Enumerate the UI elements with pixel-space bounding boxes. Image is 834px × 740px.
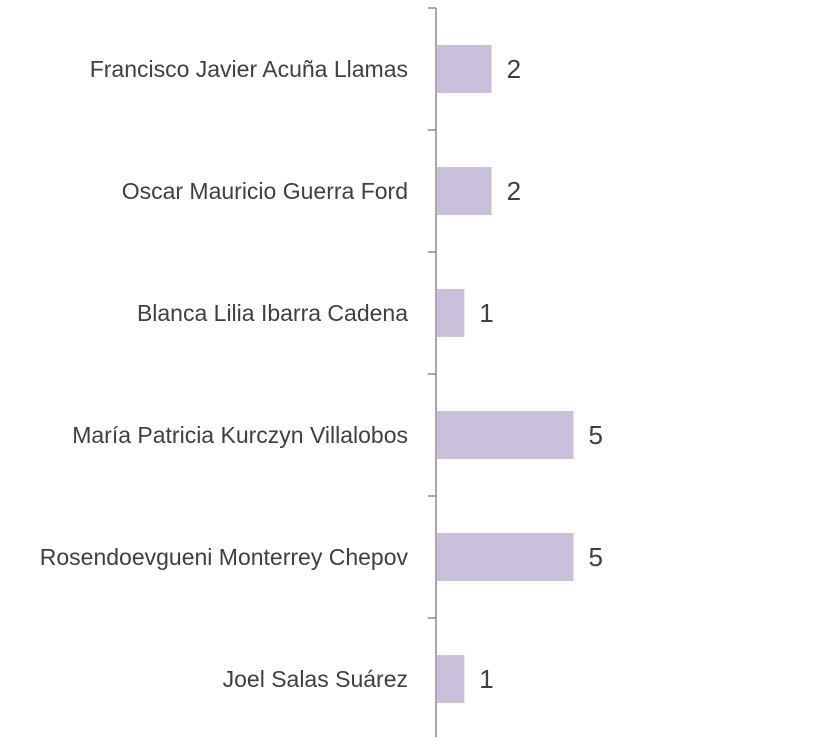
bar	[437, 533, 574, 581]
category-label: María Patricia Kurczyn Villalobos	[72, 422, 408, 448]
value-label: 2	[507, 176, 521, 206]
value-label: 5	[589, 542, 603, 572]
bar	[437, 655, 465, 703]
bar	[437, 45, 492, 93]
category-label-box: Blanca Lilia Ibarra Cadena	[137, 252, 408, 374]
category-label-box: Oscar Mauricio Guerra Ford	[122, 130, 408, 252]
bar	[437, 289, 465, 337]
category-label-box: María Patricia Kurczyn Villalobos	[72, 374, 408, 496]
category-label: Francisco Javier Acuña Llamas	[89, 56, 408, 82]
category-label: Rosendoevgueni Monterrey Chepov	[39, 544, 408, 570]
category-label: Blanca Lilia Ibarra Cadena	[136, 300, 408, 326]
value-label: 5	[589, 420, 603, 450]
bar	[437, 167, 492, 215]
bar	[437, 411, 574, 459]
category-label: Joel Salas Suárez	[222, 666, 408, 692]
category-label-box: Francisco Javier Acuña Llamas	[90, 8, 408, 130]
value-label: 1	[479, 298, 493, 328]
category-label: Oscar Mauricio Guerra Ford	[121, 178, 408, 204]
value-label: 2	[507, 54, 521, 84]
category-label-box: Joel Salas Suárez	[223, 618, 408, 740]
category-label-box: Rosendoevgueni Monterrey Chepov	[40, 496, 408, 618]
value-label: 1	[479, 664, 493, 694]
